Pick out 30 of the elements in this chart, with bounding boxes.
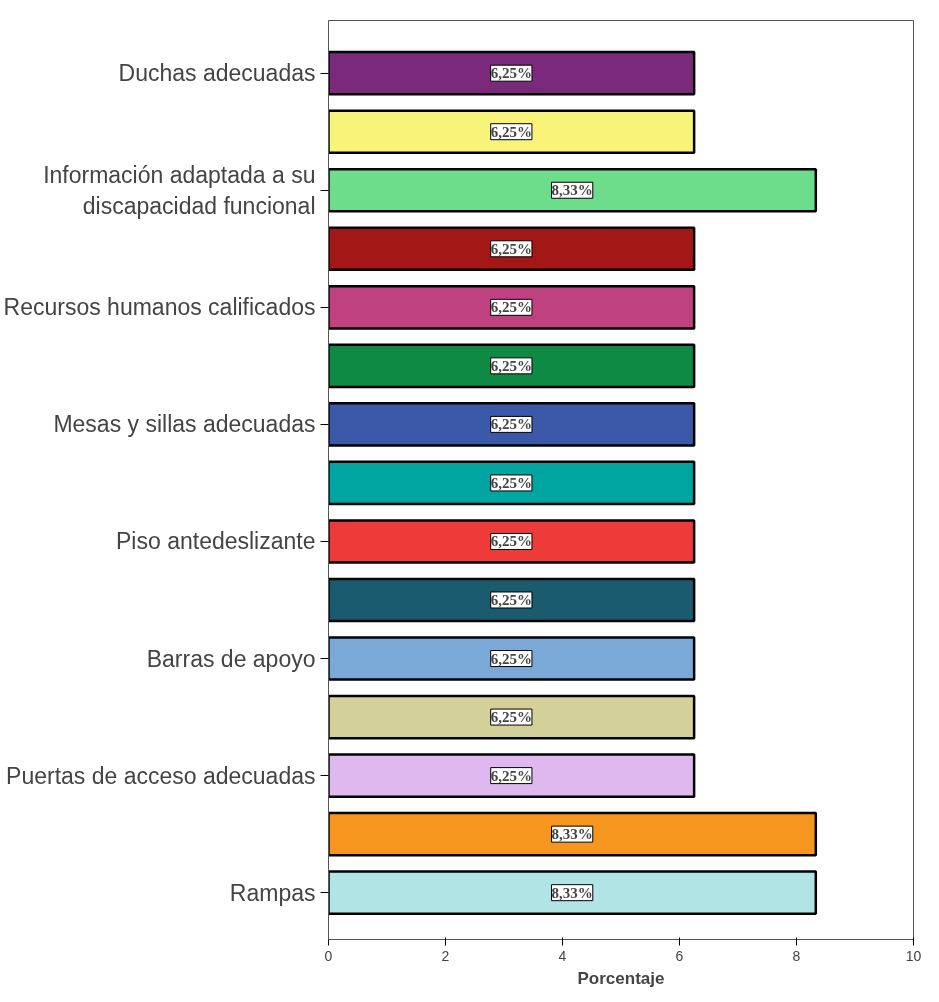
data-label: 8,33% bbox=[551, 826, 593, 843]
x-tick-label: 10 bbox=[905, 947, 922, 964]
data-label: 6,25% bbox=[490, 416, 532, 433]
data-label: 6,25% bbox=[490, 592, 532, 608]
y-tick-label: Recursos humanos calificados bbox=[3, 294, 316, 321]
y-tick-label: Duchas adecuadas bbox=[118, 60, 316, 87]
x-tick-label: 6 bbox=[675, 947, 684, 964]
data-label: 6,25% bbox=[490, 299, 532, 316]
data-label: 6,25% bbox=[490, 650, 532, 667]
y-tick-label: Piso antedeslizante bbox=[116, 528, 316, 555]
x-tick-label: 8 bbox=[792, 947, 801, 964]
y-tick-label: Mesas y sillas adecuadas bbox=[53, 411, 316, 438]
data-label: 6,25% bbox=[490, 65, 532, 82]
data-label: 6,25% bbox=[490, 533, 532, 550]
x-tick-label: 0 bbox=[324, 947, 333, 964]
data-label: 6,25% bbox=[490, 123, 532, 140]
data-label: 6,25% bbox=[490, 767, 532, 784]
x-tick-label: 4 bbox=[558, 947, 567, 964]
y-tick-label: Barras de apoyo bbox=[146, 645, 316, 672]
x-tick-label: 2 bbox=[441, 947, 450, 964]
data-label: 6,25% bbox=[490, 240, 532, 257]
data-label: 8,33% bbox=[551, 182, 593, 199]
data-label: 6,25% bbox=[490, 474, 532, 491]
y-tick-label: Rampas bbox=[229, 879, 316, 906]
x-axis-title: Porcentaje bbox=[577, 968, 665, 988]
y-tick-label: Puertas de acceso adecuadas bbox=[6, 762, 316, 789]
y-tick-label: Información adaptada a su discapacidad funcional bbox=[43, 161, 316, 219]
data-label: 6,25% bbox=[490, 357, 532, 374]
data-label: 8,33% bbox=[551, 884, 593, 901]
data-label: 6,25% bbox=[490, 709, 532, 726]
